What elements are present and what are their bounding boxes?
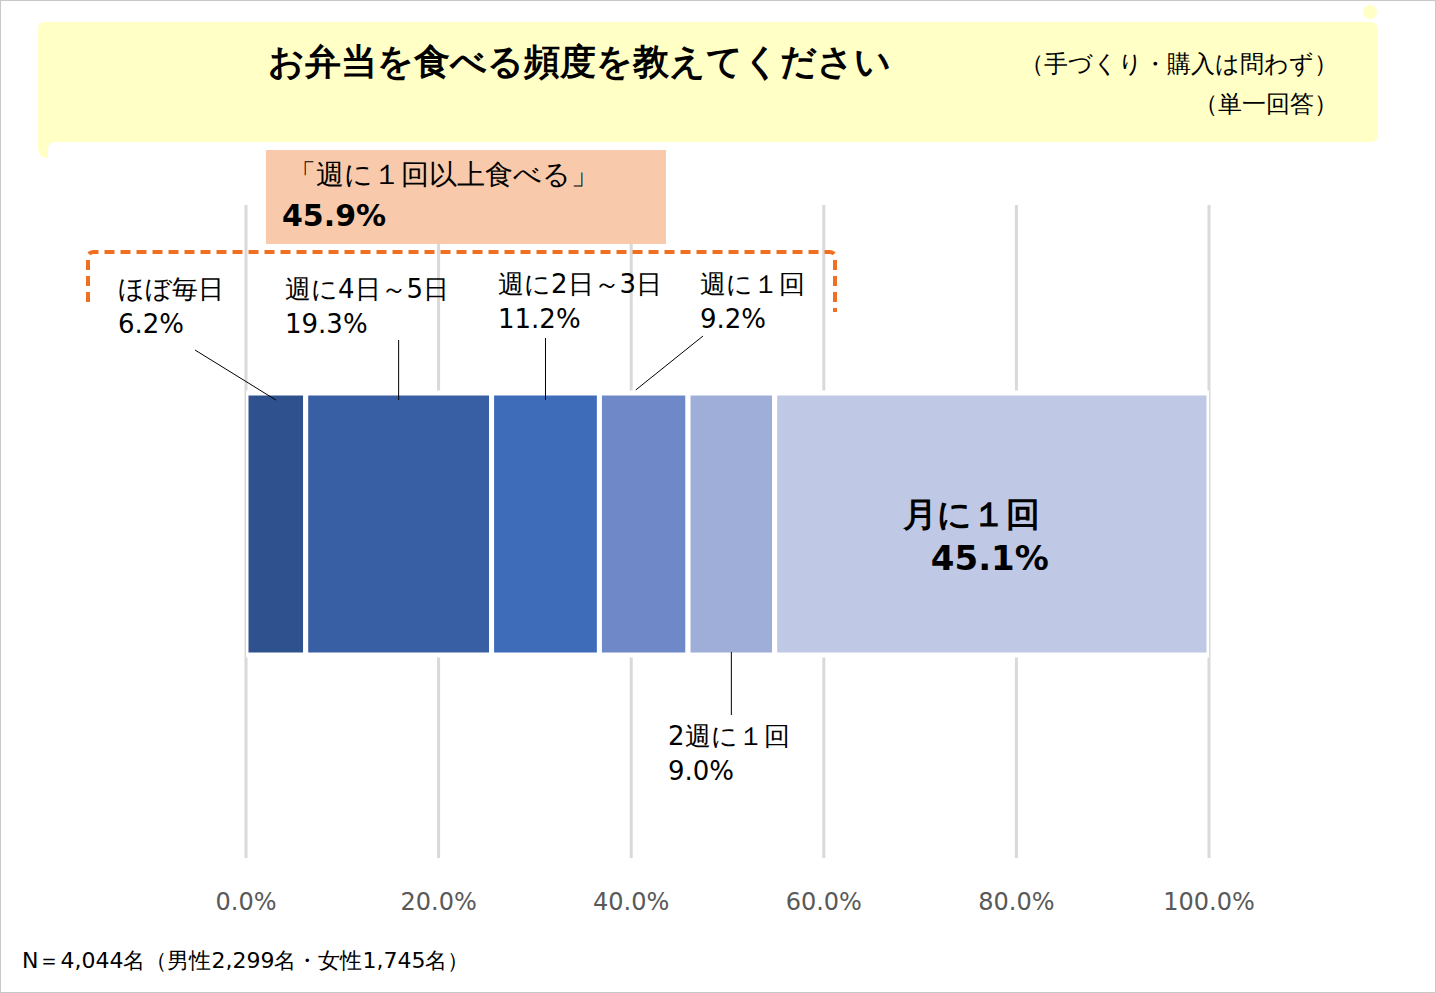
series-name: 週に4日～5日 — [285, 274, 449, 304]
frame — [1, 1, 1436, 993]
banner-curl — [1363, 5, 1377, 19]
data-label: 6.2% — [118, 309, 184, 339]
series-name: 週に2日～3日 — [498, 269, 662, 299]
bars — [246, 393, 1209, 655]
data-label: 45.1% — [931, 538, 1049, 578]
leader-line — [195, 350, 276, 400]
series-name: 2週に１回 — [668, 721, 790, 751]
annotation-box — [266, 150, 666, 244]
bar-segment — [246, 393, 306, 655]
title: お弁当を食べる頻度を教えてください — [268, 41, 891, 82]
data-label: 11.2% — [498, 304, 581, 334]
series-name: ほぼ毎日 — [118, 274, 224, 304]
annotation-text: 「週に１回以上食べる」 — [288, 158, 599, 191]
chart: お弁当を食べる頻度を教えてください （手づくり・購入は問わず） （単一回答） 0.0%… — [0, 0, 1436, 993]
tick-label: 80.0% — [978, 888, 1054, 916]
data-label: 9.2% — [700, 304, 766, 334]
bar-segment — [492, 393, 600, 655]
subtitle: （単一回答） — [1194, 90, 1338, 118]
bar-segment — [688, 393, 775, 655]
subtitle: （手づくり・購入は問わず） — [1020, 50, 1338, 78]
note: N＝4,044名（男性2,299名・女性1,745名） — [22, 948, 469, 973]
leader-line — [636, 336, 703, 390]
leader-line — [731, 652, 732, 715]
tick-label: 20.0% — [400, 888, 476, 916]
series-name: 週に１回 — [700, 269, 805, 299]
tick-label: 60.0% — [786, 888, 862, 916]
data-label: 9.0% — [668, 756, 734, 786]
leader-line — [398, 340, 399, 400]
data-label: 19.3% — [285, 309, 368, 339]
bar-segment — [775, 393, 1209, 655]
annotation-value: 45.9% — [282, 198, 386, 233]
tick-label: 0.0% — [216, 888, 277, 916]
tick-label: 40.0% — [593, 888, 669, 916]
tick-label: 100.0% — [1163, 888, 1255, 916]
leader-line — [545, 338, 546, 400]
bracket — [88, 252, 835, 312]
title-banner — [38, 22, 1378, 158]
bar-segment — [306, 393, 492, 655]
series-name: 月に１回 — [902, 494, 1040, 534]
bar-segment — [599, 393, 688, 655]
